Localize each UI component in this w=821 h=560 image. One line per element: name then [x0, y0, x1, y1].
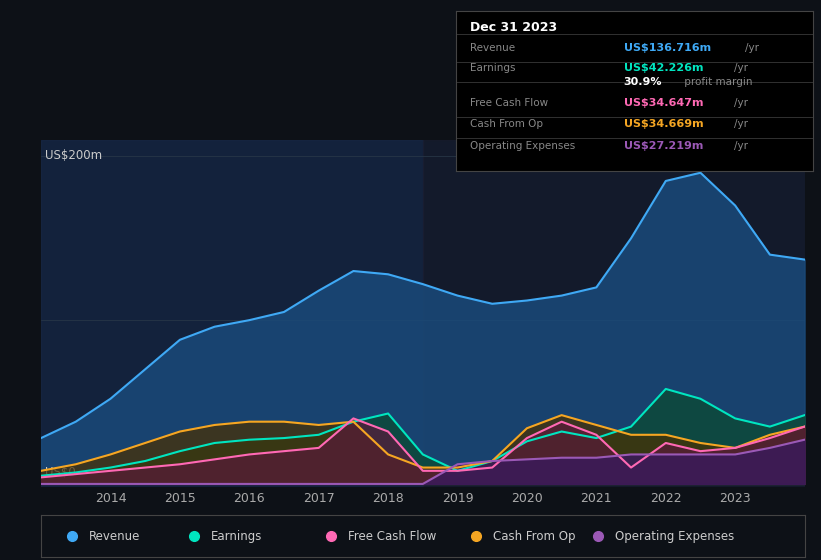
Text: profit margin: profit margin [681, 77, 752, 87]
Bar [423, 140, 805, 487]
Text: /yr: /yr [734, 63, 748, 73]
Text: Dec 31 2023: Dec 31 2023 [470, 21, 557, 34]
Text: US$200m: US$200m [45, 149, 102, 162]
Text: Cash From Op: Cash From Op [493, 530, 576, 543]
Text: US$0: US$0 [45, 465, 76, 478]
Text: Free Cash Flow: Free Cash Flow [348, 530, 437, 543]
Text: Operating Expenses: Operating Expenses [615, 530, 735, 543]
Text: Revenue: Revenue [89, 530, 140, 543]
Text: US$136.716m: US$136.716m [623, 43, 711, 53]
Text: Earnings: Earnings [210, 530, 262, 543]
Text: Operating Expenses: Operating Expenses [470, 141, 576, 151]
Text: Earnings: Earnings [470, 63, 516, 73]
Text: US$34.669m: US$34.669m [623, 119, 703, 129]
Text: US$42.226m: US$42.226m [623, 63, 703, 73]
Text: US$27.219m: US$27.219m [623, 141, 703, 151]
Bar [41, 140, 423, 487]
Text: US$34.647m: US$34.647m [623, 98, 703, 108]
Text: 30.9%: 30.9% [623, 77, 662, 87]
Text: Revenue: Revenue [470, 43, 515, 53]
Text: Free Cash Flow: Free Cash Flow [470, 98, 548, 108]
Text: /yr: /yr [734, 141, 748, 151]
Text: /yr: /yr [745, 43, 759, 53]
Text: /yr: /yr [734, 98, 748, 108]
Text: /yr: /yr [734, 119, 748, 129]
Text: Cash From Op: Cash From Op [470, 119, 543, 129]
